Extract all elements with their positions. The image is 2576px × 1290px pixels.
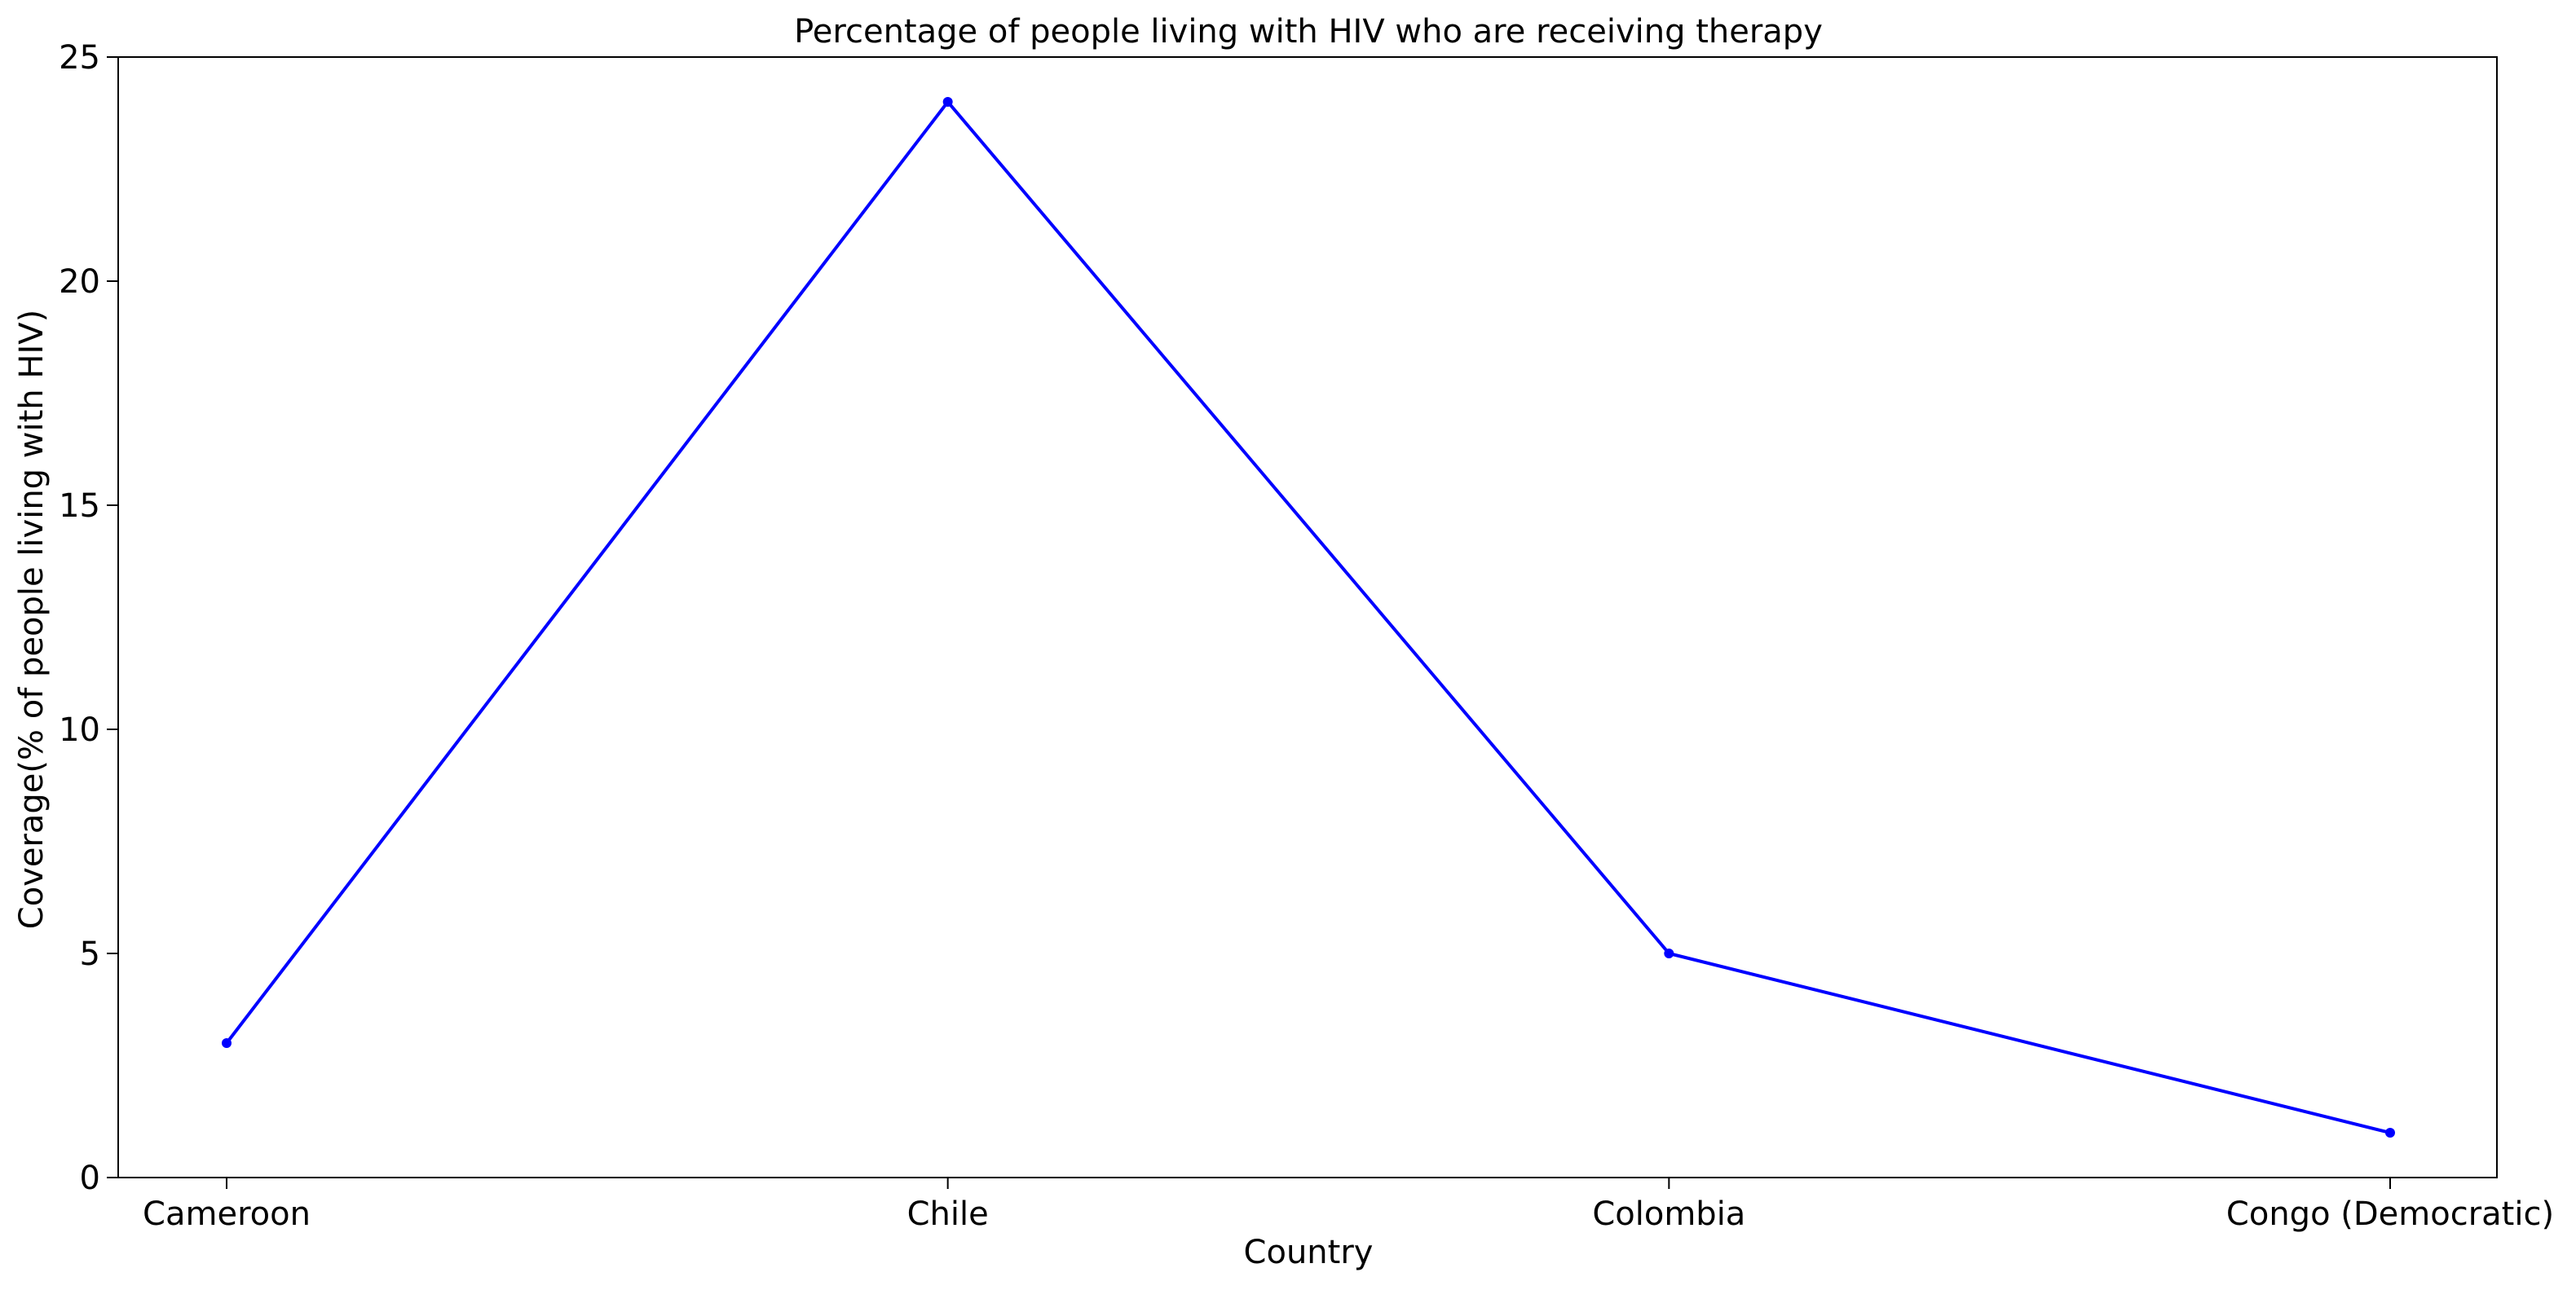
y-tick-label: 25 bbox=[59, 39, 100, 77]
data-point bbox=[222, 1038, 232, 1048]
x-tick-label: Cameroon bbox=[143, 1195, 311, 1233]
series-layer bbox=[222, 97, 2395, 1138]
x-tick-label: Colombia bbox=[1592, 1195, 1745, 1233]
y-tick-label: 10 bbox=[59, 711, 100, 749]
y-tick-label: 20 bbox=[59, 263, 100, 301]
x-tick-label: Congo (Democratic) bbox=[2226, 1195, 2554, 1233]
x-axis-ticks: Cameroon Chile Colombia Congo (Democratic) bbox=[143, 1178, 2554, 1233]
y-tick-label: 0 bbox=[80, 1160, 100, 1197]
chart-title: Percentage of people living with HIV who… bbox=[794, 13, 1823, 51]
y-axis-ticks: 0 5 10 15 20 25 bbox=[59, 39, 118, 1197]
series-line bbox=[225, 100, 2391, 1134]
y-axis-label: Coverage(% of people living with HIV) bbox=[13, 310, 51, 929]
data-point bbox=[942, 97, 953, 107]
y-tick-label: 15 bbox=[59, 487, 100, 525]
plot-area bbox=[117, 56, 2498, 1178]
x-axis-label: Country bbox=[1244, 1234, 1374, 1271]
y-tick-label: 5 bbox=[80, 936, 100, 973]
data-point bbox=[1664, 949, 1674, 958]
data-point bbox=[2385, 1128, 2395, 1138]
x-tick-label: Chile bbox=[907, 1195, 989, 1233]
